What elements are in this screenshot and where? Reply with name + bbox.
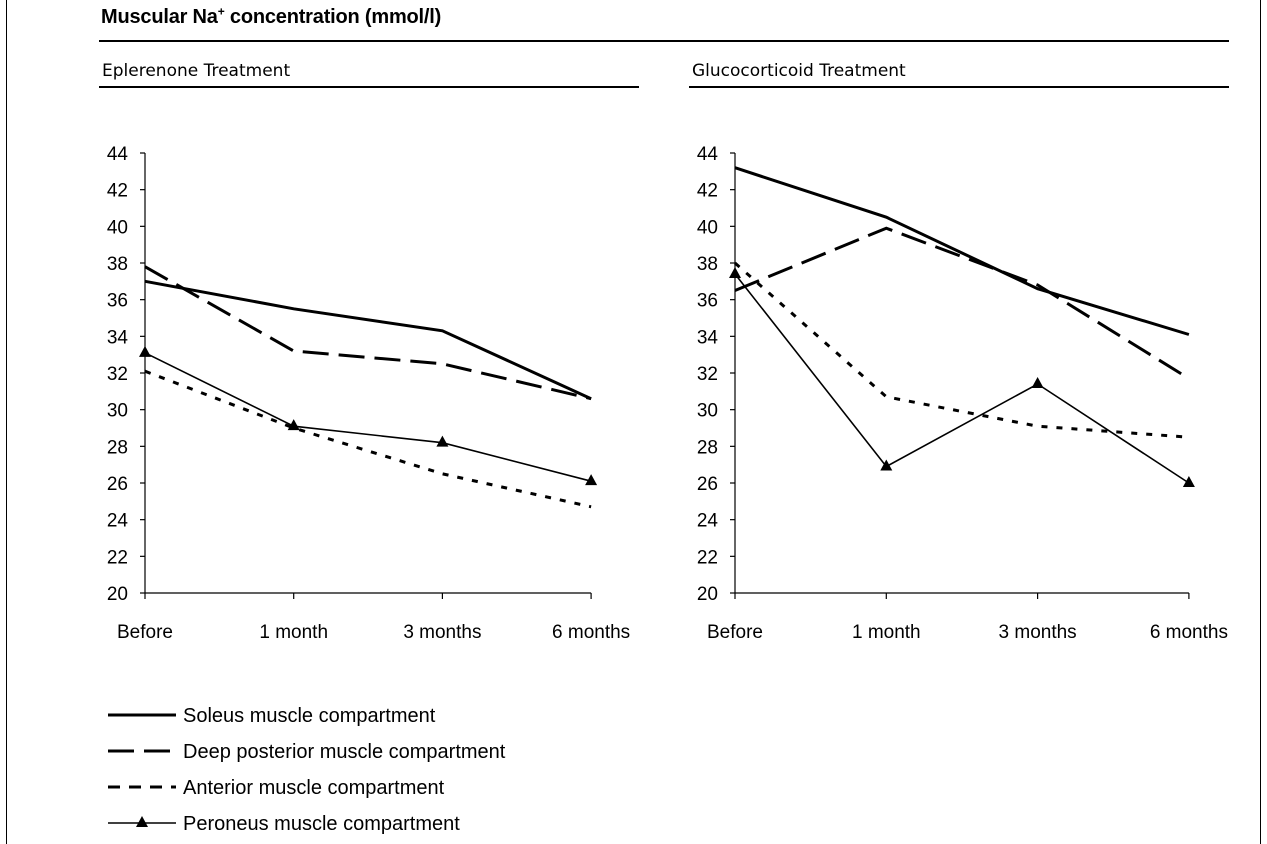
y-tick-label-1-2: 24: [697, 511, 719, 532]
y-tick-label-1-11: 42: [697, 181, 718, 202]
y-tick-label-0-11: 42: [107, 181, 128, 202]
x-tick-label-1-0: Before: [707, 622, 763, 643]
figure-frame: [6, 0, 1261, 844]
legend-label-deep-posterior: Deep posterior muscle compartment: [183, 741, 506, 763]
panel-rule-eplerenone: [99, 86, 639, 88]
panel-title-eplerenone: Eplerenone Treatment: [102, 61, 291, 81]
y-tick-label-0-4: 28: [107, 437, 128, 458]
title-superscript: +: [217, 4, 225, 19]
panel-title-glucocorticoid: Glucocorticoid Treatment: [692, 61, 906, 81]
title-suffix: concentration (mmol/l): [224, 6, 442, 28]
series-line-anterior-0: [144, 369, 592, 509]
title-rule: [99, 40, 1229, 42]
x-tick-label-0-1: 1 month: [259, 622, 328, 643]
y-tick-label-1-10: 40: [697, 217, 718, 238]
series-line-soleus-1: [734, 166, 1190, 336]
y-tick-label-1-5: 30: [697, 401, 718, 422]
legend-swatch-deep-posterior: [108, 749, 176, 753]
series-line-deep-posterior-1: [734, 226, 1190, 380]
y-tick-label-1-8: 36: [697, 291, 718, 312]
series-point-peroneus-1-2: [1031, 377, 1044, 388]
y-tick-label-0-2: 24: [107, 511, 129, 532]
y-tick-label-1-12: 44: [697, 144, 719, 165]
y-tick-label-1-0: 20: [697, 584, 718, 605]
y-tick-label-0-9: 38: [107, 254, 128, 275]
legend-swatch-anterior: [108, 785, 176, 789]
x-tick-label-0-0: Before: [117, 622, 173, 643]
x-tick-label-1-2: 3 months: [999, 622, 1077, 643]
series-point-peroneus-1-0: [729, 267, 741, 278]
legend-swatch-soleus: [108, 713, 176, 717]
legend-swatch-peroneus: [108, 816, 176, 827]
legend-label-peroneus: Peroneus muscle compartment: [183, 813, 460, 835]
series-line-soleus-0: [144, 279, 592, 401]
series-point-peroneus-0-1: [287, 419, 300, 431]
x-tick-label-1-1: 1 month: [852, 622, 921, 643]
y-tick-label-1-1: 22: [697, 547, 718, 568]
x-tick-label-0-2: 3 months: [403, 622, 481, 643]
x-tick-label-1-3: 6 months: [1150, 622, 1228, 643]
x-tick-label-0-3: 6 months: [552, 622, 630, 643]
y-tick-label-1-9: 38: [697, 254, 718, 275]
y-tick-label-1-6: 32: [697, 364, 718, 385]
series-line-deep-posterior-0: [144, 265, 592, 401]
series-line-anterior-1: [734, 261, 1190, 439]
y-tick-label-0-12: 44: [107, 144, 129, 165]
y-tick-label-0-10: 40: [107, 217, 128, 238]
series-point-peroneus-0-0: [139, 345, 151, 357]
legend-label-soleus: Soleus muscle compartment: [183, 705, 436, 727]
series-point-peroneus-1-1: [880, 459, 893, 471]
legend-label-anterior: Anterior muscle compartment: [183, 777, 445, 799]
y-tick-label-0-3: 26: [107, 474, 128, 495]
y-tick-label-0-6: 32: [107, 364, 128, 385]
y-tick-label-0-1: 22: [107, 547, 128, 568]
series-point-peroneus-1-3: [1182, 476, 1195, 487]
series-line-peroneus-1: [734, 273, 1190, 484]
y-tick-label-1-7: 34: [697, 327, 719, 348]
series-point-peroneus-0-2: [436, 435, 449, 447]
series-line-peroneus-0: [144, 352, 592, 482]
y-tick-label-0-5: 30: [107, 401, 128, 422]
title-prefix: Muscular Na: [101, 6, 218, 28]
y-tick-label-1-3: 26: [697, 474, 718, 495]
panel-rule-glucocorticoid: [689, 86, 1229, 88]
y-tick-label-0-0: 20: [107, 584, 128, 605]
figure-title: Muscular Na+ concentration (mmol/l): [101, 4, 442, 29]
y-tick-label-0-7: 34: [107, 327, 129, 348]
series-point-peroneus-0-3: [585, 474, 598, 486]
y-tick-label-1-4: 28: [697, 437, 718, 458]
y-tick-label-0-8: 36: [107, 291, 128, 312]
